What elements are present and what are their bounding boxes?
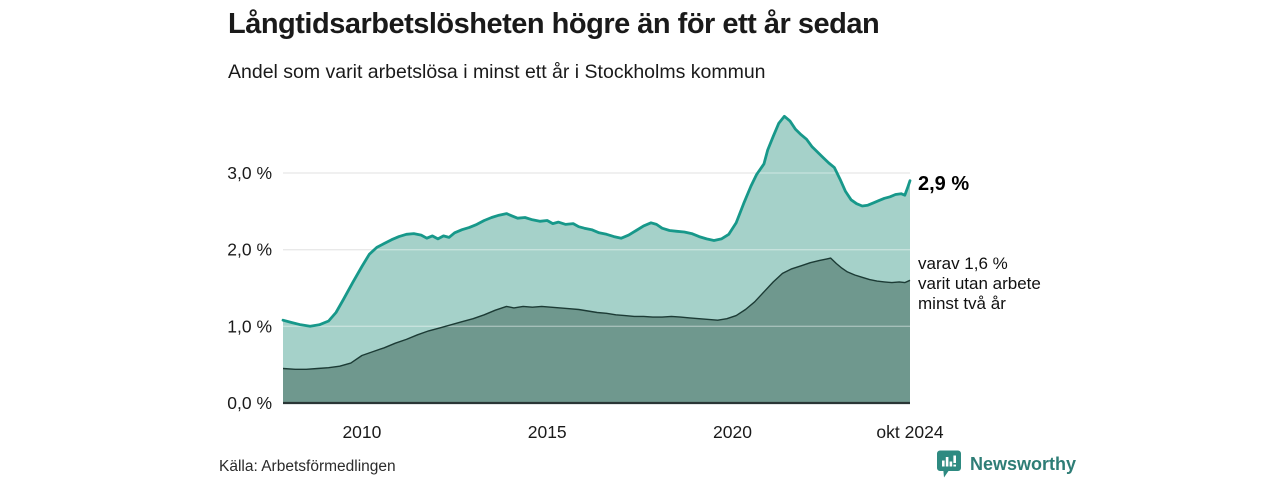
annotation-latest-total: 2,9 % xyxy=(918,173,970,195)
newsworthy-logo: Newsworthy xyxy=(936,450,1076,478)
source-note: Källa: Arbetsförmedlingen xyxy=(219,458,396,475)
x-tick-label: okt 2024 xyxy=(876,422,943,442)
chart-subtitle: Andel som varit arbetslösa i minst ett å… xyxy=(228,61,766,83)
x-tick-label: 2015 xyxy=(528,422,567,442)
y-tick-label: 0,0 % xyxy=(227,393,272,413)
area-two-years xyxy=(283,258,910,403)
x-tick-label: 2020 xyxy=(713,422,752,442)
annotation-two-year: varav 1,6 % varit utan arbete minst två … xyxy=(918,254,1041,313)
y-tick-label: 1,0 % xyxy=(227,316,272,336)
y-tick-label: 3,0 % xyxy=(227,163,272,183)
line-two-years xyxy=(282,257,911,370)
newsworthy-wordmark: Newsworthy xyxy=(970,453,1077,474)
newsworthy-barchart-pin-icon xyxy=(937,450,961,478)
line-one-year xyxy=(281,114,912,328)
y-tick-label: 2,0 % xyxy=(227,240,272,260)
x-tick-label: 2010 xyxy=(342,422,381,442)
page-title: Långtidsarbetslösheten högre än för ett … xyxy=(228,8,880,40)
